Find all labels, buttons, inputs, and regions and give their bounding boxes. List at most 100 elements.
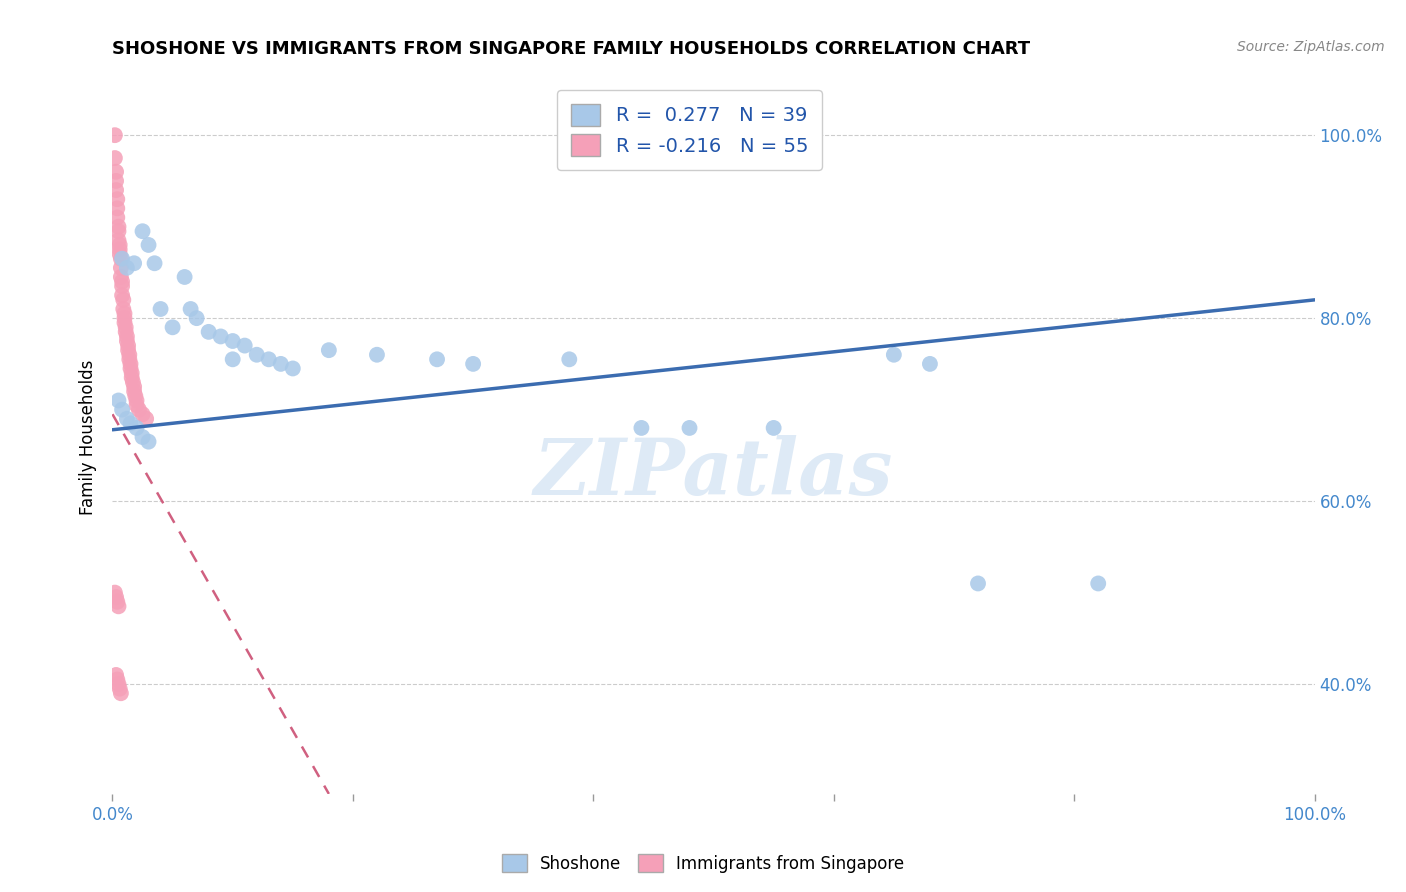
Point: [112, 293, 135, 307]
Point: [111, 402, 134, 417]
Point: [108, 238, 131, 252]
Point: [115, 329, 138, 343]
Point: [107, 393, 129, 408]
Point: [318, 343, 340, 358]
Legend: R =  0.277   N = 39, R = -0.216   N = 55: R = 0.277 N = 39, R = -0.216 N = 55: [557, 90, 821, 169]
Point: [112, 301, 135, 316]
Point: [107, 677, 129, 691]
Point: [105, 183, 128, 197]
Point: [967, 576, 990, 591]
Point: [222, 334, 245, 348]
Point: [105, 668, 128, 682]
Point: [128, 402, 150, 417]
Point: [426, 352, 449, 367]
Point: [105, 174, 128, 188]
Point: [246, 348, 269, 362]
Point: [122, 256, 145, 270]
Point: [257, 352, 280, 367]
Point: [110, 252, 132, 266]
Point: [125, 398, 148, 412]
Point: [114, 316, 136, 330]
Point: [107, 233, 129, 247]
Point: [630, 421, 652, 435]
Text: SHOSHONE VS IMMIGRANTS FROM SINGAPORE FAMILY HOUSEHOLDS CORRELATION CHART: SHOSHONE VS IMMIGRANTS FROM SINGAPORE FA…: [112, 40, 1031, 58]
Point: [186, 311, 208, 326]
Point: [110, 686, 132, 700]
Point: [108, 243, 131, 257]
Text: ZIPatlas: ZIPatlas: [534, 434, 893, 511]
Point: [114, 307, 136, 321]
Point: [180, 301, 202, 316]
Point: [105, 673, 128, 687]
Point: [149, 301, 172, 316]
Point: [107, 224, 129, 238]
Point: [131, 430, 153, 444]
Point: [138, 434, 160, 449]
Point: [114, 325, 136, 339]
Point: [117, 343, 139, 358]
Point: [883, 348, 905, 362]
Point: [110, 270, 132, 285]
Point: [1087, 576, 1109, 591]
Point: [108, 247, 131, 261]
Point: [122, 380, 145, 394]
Point: [111, 288, 134, 302]
Point: [122, 384, 145, 399]
Point: [104, 128, 127, 143]
Point: [135, 411, 157, 425]
Point: [233, 338, 256, 352]
Point: [120, 357, 142, 371]
Point: [105, 192, 128, 206]
Point: [120, 417, 142, 431]
Point: [108, 681, 131, 696]
Point: [678, 421, 700, 435]
Text: Source: ZipAtlas.com: Source: ZipAtlas.com: [1237, 40, 1385, 54]
Point: [110, 260, 132, 275]
Point: [125, 421, 148, 435]
Point: [105, 165, 128, 179]
Point: [131, 224, 153, 238]
Point: [115, 260, 138, 275]
Point: [138, 238, 160, 252]
Point: [111, 252, 134, 266]
Point: [281, 361, 304, 376]
Point: [121, 370, 143, 384]
Point: [122, 375, 145, 389]
Point: [118, 348, 141, 362]
Point: [270, 357, 292, 371]
Point: [104, 585, 127, 599]
Point: [115, 411, 138, 425]
Point: [111, 279, 134, 293]
Point: [197, 325, 219, 339]
Point: [107, 599, 129, 614]
Point: [461, 357, 484, 371]
Y-axis label: Family Households: Family Households: [79, 359, 97, 515]
Point: [105, 202, 128, 216]
Point: [762, 421, 785, 435]
Point: [105, 595, 128, 609]
Point: [143, 256, 166, 270]
Point: [918, 357, 941, 371]
Point: [117, 338, 139, 352]
Point: [107, 219, 129, 234]
Point: [115, 334, 138, 348]
Point: [222, 352, 245, 367]
Point: [121, 366, 143, 380]
Point: [105, 590, 128, 604]
Point: [114, 311, 136, 326]
Point: [125, 393, 148, 408]
Point: [558, 352, 581, 367]
Point: [131, 407, 153, 421]
Point: [173, 270, 195, 285]
Point: [111, 275, 134, 289]
Point: [366, 348, 388, 362]
Point: [120, 361, 142, 376]
Point: [105, 211, 128, 225]
Legend: Shoshone, Immigrants from Singapore: Shoshone, Immigrants from Singapore: [495, 847, 911, 880]
Point: [118, 352, 141, 367]
Point: [114, 320, 136, 334]
Point: [104, 151, 127, 165]
Point: [162, 320, 184, 334]
Point: [209, 329, 232, 343]
Point: [124, 389, 146, 403]
